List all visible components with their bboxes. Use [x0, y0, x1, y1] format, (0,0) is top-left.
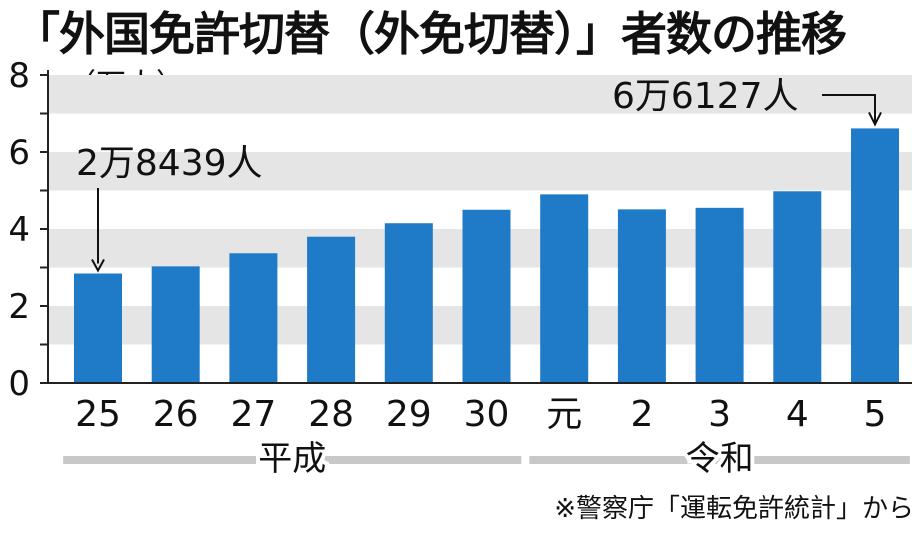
x-tick-label: 25 — [75, 394, 121, 435]
annotation-first: 2万8439人 — [76, 143, 263, 184]
bar-5 — [851, 128, 899, 383]
chart-title: 「外国免許切替（外免切替）」者数の推移 — [14, 7, 847, 61]
era-bar — [529, 456, 910, 464]
y-tick-label: 6 — [8, 133, 30, 173]
y-tick-label: 0 — [8, 364, 30, 404]
x-tick-label: 28 — [308, 394, 354, 435]
bar-25 — [74, 273, 122, 383]
bar-28 — [307, 236, 356, 383]
x-tick-label: 2 — [630, 394, 653, 435]
grid-band — [48, 152, 912, 191]
era-groups: 平成 令和 — [63, 435, 910, 483]
x-tick-label: 30 — [464, 394, 510, 435]
bar-3 — [695, 207, 744, 383]
x-tick-label: 元 — [546, 394, 582, 435]
grid-band — [48, 75, 912, 114]
y-ticks: 0 2 4 6 8 — [8, 56, 30, 404]
era-label: 平成 — [258, 439, 326, 479]
bar-30 — [462, 209, 511, 383]
bar-元 — [540, 194, 589, 383]
y-tick-label: 2 — [8, 287, 30, 327]
x-ticks: 25 26 27 28 29 30 元 2 3 4 5 — [75, 394, 886, 435]
annotation-arrow-head — [91, 259, 105, 273]
bar-26 — [151, 266, 200, 383]
annotation-arrow-line — [822, 94, 876, 123]
x-tick-label: 4 — [786, 394, 809, 435]
bar-2 — [617, 209, 666, 383]
x-tick-label: 5 — [864, 394, 887, 435]
y-tick-label: 8 — [8, 56, 30, 96]
annotation-last: 6万6127人 — [612, 76, 799, 117]
era-label: 令和 — [686, 439, 754, 479]
bars — [74, 128, 899, 383]
x-tick-label: 3 — [708, 394, 731, 435]
x-tick-label: 29 — [386, 394, 432, 435]
bar-4 — [773, 191, 822, 383]
x-tick-label: 27 — [230, 394, 276, 435]
x-tick-label: 26 — [153, 394, 199, 435]
bar-29 — [384, 223, 433, 383]
bar-27 — [229, 253, 278, 383]
annotation-arrow-head — [868, 111, 882, 127]
y-tick-label: 4 — [8, 210, 30, 250]
axes — [40, 70, 912, 384]
source-note: ※警察庁「運転免許統計」から — [554, 494, 914, 524]
annotations: 2万8439人 6万6127人 — [76, 76, 882, 273]
era-bar — [63, 456, 522, 464]
